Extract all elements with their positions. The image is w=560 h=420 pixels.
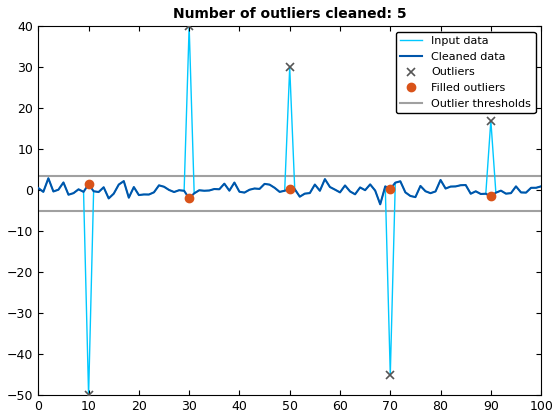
Title: Number of outliers cleaned: 5: Number of outliers cleaned: 5 bbox=[173, 7, 407, 21]
Legend: Input data, Cleaned data, Outliers, Filled outliers, Outlier thresholds: Input data, Cleaned data, Outliers, Fill… bbox=[396, 32, 535, 113]
